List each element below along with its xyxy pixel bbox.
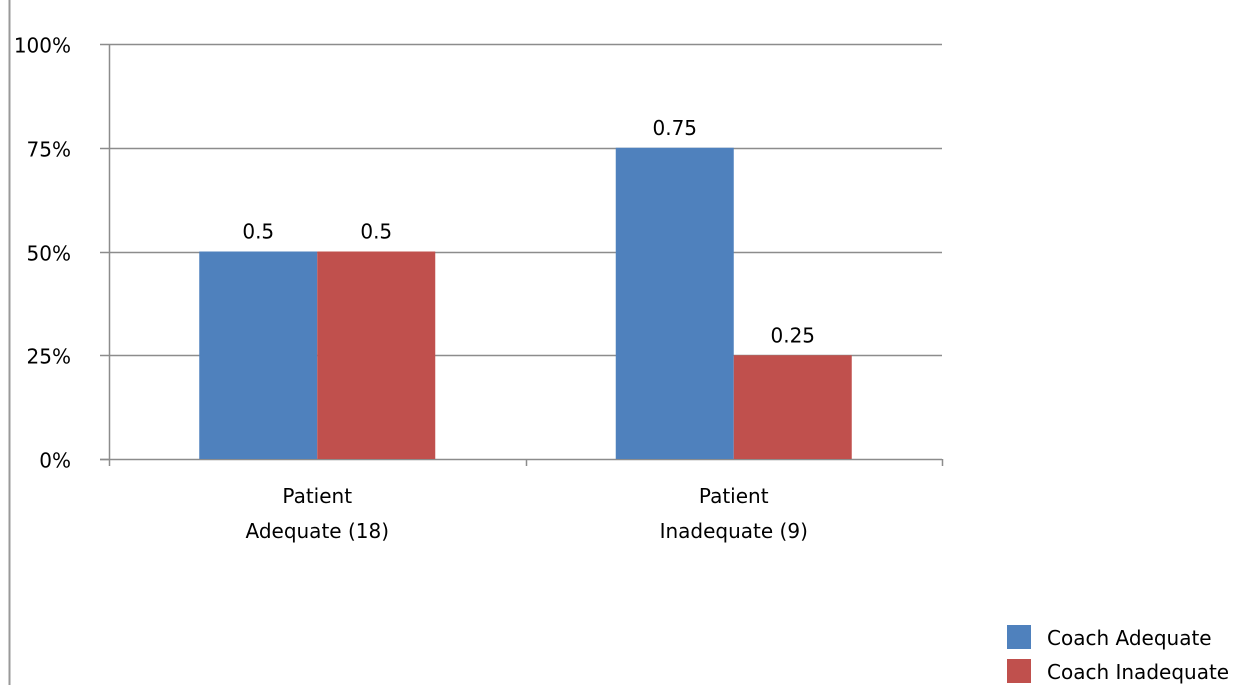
- y-tick-label: 75%: [27, 138, 71, 162]
- legend-swatch: [1007, 625, 1031, 649]
- bar: [733, 355, 852, 459]
- legend-label: Coach Adequate: [1047, 626, 1212, 650]
- x-tick-label: Adequate (18): [245, 519, 389, 543]
- y-tick-label: 25%: [27, 345, 71, 369]
- y-tick-label: 50%: [27, 242, 71, 266]
- x-tick-label: Inadequate (9): [660, 519, 808, 543]
- bar: [615, 147, 734, 459]
- bar: [199, 251, 318, 459]
- y-tick-label: 0%: [39, 449, 71, 473]
- data-label: 0.5: [242, 220, 274, 244]
- data-label: 0.75: [652, 116, 697, 140]
- data-label: 0.5: [360, 220, 392, 244]
- data-label: 0.25: [770, 323, 815, 347]
- x-tick-label: Patient: [699, 484, 769, 508]
- bar: [317, 251, 436, 459]
- y-tick-label: 100%: [14, 34, 71, 58]
- x-tick-label: Patient: [282, 484, 352, 508]
- legend-label: Coach Inadequate: [1047, 660, 1229, 684]
- legend-swatch: [1007, 659, 1031, 683]
